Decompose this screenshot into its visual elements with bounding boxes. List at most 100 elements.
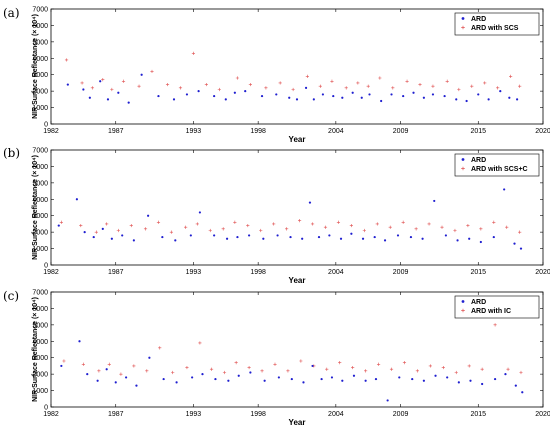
y-tick-label: 1000 <box>32 105 48 112</box>
x-tick-label: 2009 <box>393 269 409 276</box>
data-point-ard-with-scs-c <box>479 227 483 231</box>
data-point-ard <box>390 93 393 96</box>
data-point-ard-with-scs <box>80 81 84 85</box>
x-tick-label: 1982 <box>43 128 59 135</box>
panel-label: (a) <box>3 6 20 20</box>
data-point-ard <box>352 374 356 377</box>
data-point-ard-with-ic <box>222 370 227 375</box>
legend-marker <box>461 25 465 30</box>
data-point-ard <box>513 242 516 245</box>
data-point-ard-with-scs-c <box>310 222 315 226</box>
y-tick-label: 3000 <box>32 355 48 362</box>
data-point-ard <box>99 80 102 83</box>
data-point-ard <box>105 368 108 371</box>
data-point-ard <box>213 94 216 98</box>
data-point-ard <box>469 379 472 382</box>
data-point-ard-with-scs <box>191 51 196 55</box>
data-point-ard-with-scs <box>101 78 105 82</box>
data-point-ard-with-ic <box>480 367 484 371</box>
data-point-ard-with-scs-c <box>59 220 63 224</box>
x-tick-label: 1993 <box>186 269 202 276</box>
data-point-ard-with-scs <box>470 84 474 88</box>
legend-box <box>454 295 540 319</box>
data-point-ard <box>83 231 86 234</box>
y-tick-label: 2000 <box>32 89 48 96</box>
data-point-ard-with-ic <box>519 370 523 375</box>
data-point-ard-with-ic <box>234 361 238 365</box>
data-point-ard <box>172 98 176 101</box>
data-point-ard-with-ic <box>273 362 277 366</box>
data-point-ard-with-ic <box>81 362 85 366</box>
data-point-ard <box>275 93 278 96</box>
data-point-ard-with-scs <box>90 86 95 90</box>
data-point-ard-with-scs-c <box>466 223 470 228</box>
data-point-ard-with-ic <box>62 359 66 363</box>
legend: ARD ARD with IC <box>454 295 540 319</box>
chart-panel-2: (b) 0 1000 2000 3000 4000 5000 6000 7000 1982 1987… <box>3 146 550 285</box>
x-tick-label: 2020 <box>535 128 550 135</box>
data-point-ard-with-scs-c <box>297 219 302 223</box>
data-point-ard-with-scs <box>330 79 334 83</box>
data-point-ard <box>380 99 383 103</box>
data-point-ard-with-ic <box>158 346 162 350</box>
data-point-ard-with-scs <box>204 82 208 87</box>
data-point-ard <box>157 94 160 98</box>
y-axis-title: NIR Surface Reflectance (× 10⁴) <box>32 14 39 119</box>
x-axis-title: Year <box>289 418 306 427</box>
data-point-ard <box>350 232 353 235</box>
data-point-ard <box>277 376 280 379</box>
data-point-ard <box>140 73 143 76</box>
data-point-ard-with-ic <box>119 372 123 376</box>
data-point-ard-with-scs <box>431 84 435 88</box>
data-point-ard <box>148 356 151 359</box>
x-tick-label: 1998 <box>250 411 266 418</box>
data-point-ard <box>519 247 523 250</box>
legend-label: ARD <box>471 16 486 23</box>
data-point-ard-with-scs <box>278 81 282 85</box>
data-point-ard <box>127 101 130 104</box>
data-point-ard-with-scs <box>509 74 513 78</box>
data-point-ard <box>162 377 165 381</box>
y-tick-label: 0 <box>44 405 48 412</box>
x-tick-label: 2004 <box>328 411 344 418</box>
data-point-ard <box>82 88 85 91</box>
data-point-ard <box>383 239 387 242</box>
data-point-ard <box>263 379 266 382</box>
data-point-ard <box>174 239 177 242</box>
data-point-ard <box>201 373 204 376</box>
data-point-ard <box>351 91 354 94</box>
data-point-ard-with-scs <box>356 81 360 85</box>
data-point-ard-with-scs <box>248 82 252 87</box>
legend: ARD ARD with SCS+C <box>454 153 540 177</box>
data-point-ard-with-scs-c <box>453 228 457 233</box>
data-point-ard <box>409 235 413 239</box>
data-point-ard-with-scs-c <box>362 228 366 233</box>
data-point-ard-with-scs <box>366 84 370 88</box>
x-tick-label: 2015 <box>470 128 486 135</box>
data-point-ard <box>225 237 229 240</box>
data-point-ard-with-ic <box>299 359 303 363</box>
data-point-ard-with-scs-c <box>285 227 289 231</box>
data-point-ard <box>465 99 468 103</box>
data-point-ard <box>262 237 265 240</box>
x-tick-label: 1993 <box>186 411 202 418</box>
data-point-ard <box>479 240 482 244</box>
data-point-ard <box>364 379 367 382</box>
data-point-ard-with-scs <box>178 86 183 90</box>
data-point-ard <box>191 376 194 379</box>
data-point-ard-with-ic <box>389 367 394 371</box>
data-point-ard <box>86 373 89 376</box>
data-point-ard <box>289 235 292 239</box>
data-point-ard-with-scs <box>291 87 295 92</box>
data-point-ard <box>308 201 312 204</box>
legend-box <box>454 12 540 36</box>
data-point-ard-with-scs <box>305 74 309 78</box>
data-point-ard-with-scs <box>165 82 170 87</box>
data-point-ard <box>57 224 60 227</box>
chart-panel-3: (c) 0 1000 2000 3000 4000 5000 6000 7000 1982 1987… <box>3 289 550 427</box>
data-point-ard <box>288 96 291 99</box>
data-point-ard <box>249 371 252 374</box>
data-point-ard <box>96 379 99 382</box>
data-point-ard-with-scs <box>235 76 240 80</box>
data-point-ard <box>227 379 230 382</box>
